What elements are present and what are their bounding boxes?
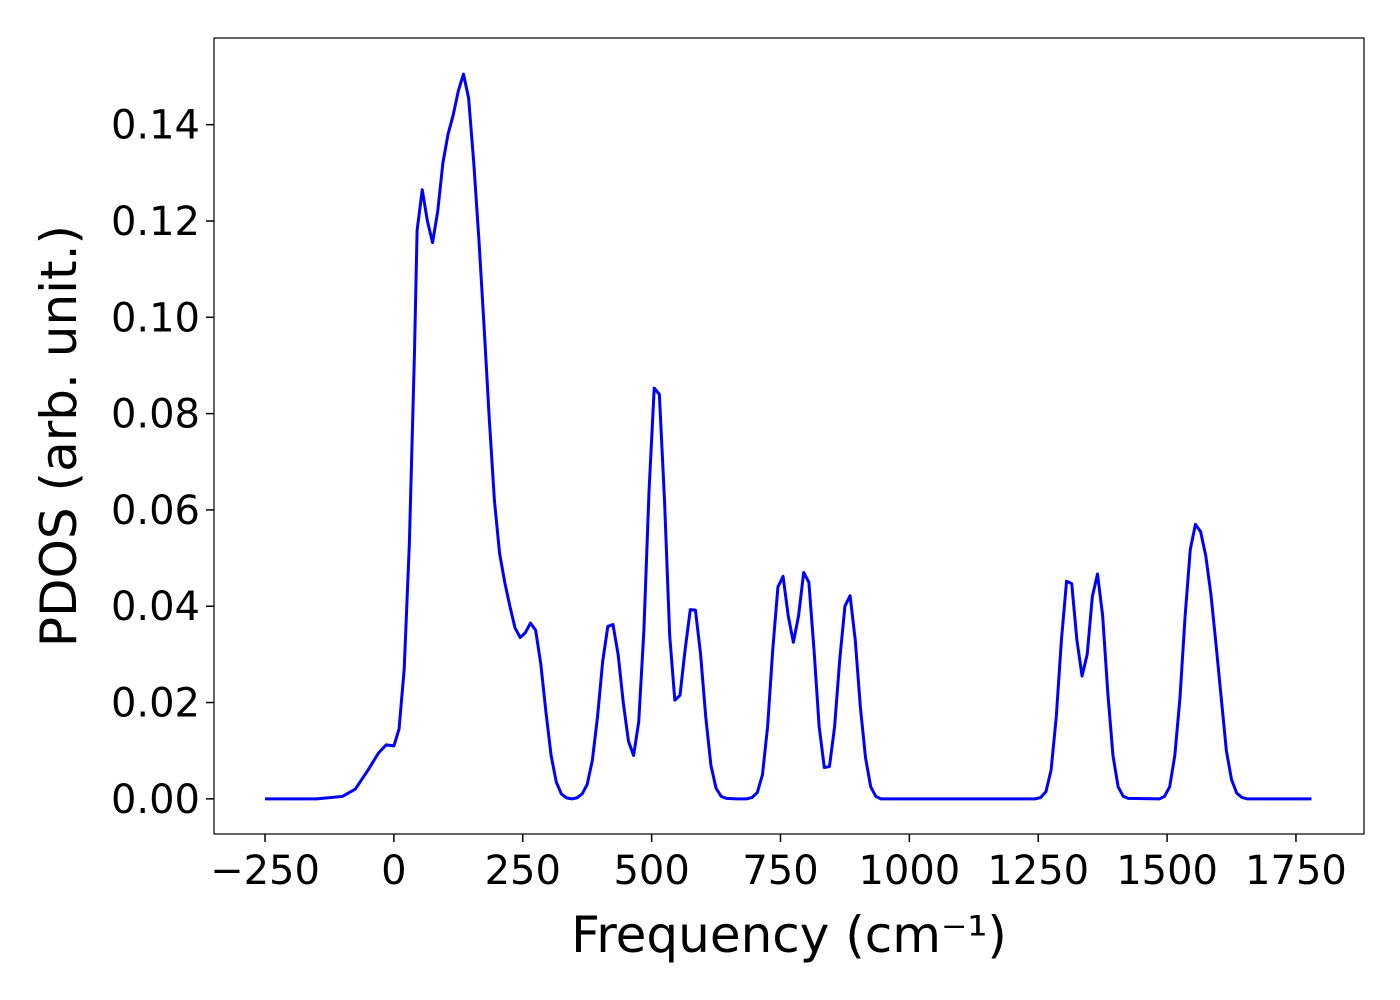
x-tick-label: 1750 (1245, 848, 1347, 894)
y-tick-label: 0.02 (111, 681, 200, 727)
y-tick-label: 0.04 (111, 584, 200, 630)
y-axis-label: PDOS (arb. unit.) (30, 225, 88, 647)
x-tick-label: 0 (381, 848, 406, 894)
y-tick-label: 0.12 (111, 199, 200, 245)
data-line (265, 72, 1312, 801)
plot-frame (213, 37, 1365, 835)
x-tick-label: 500 (613, 848, 689, 894)
x-tick-label: 1000 (858, 848, 960, 894)
y-tick-label: 0.08 (111, 392, 200, 438)
x-tick-label: 1250 (987, 848, 1089, 894)
x-tick-label: 250 (485, 848, 561, 894)
y-tick-label: 0.06 (111, 488, 200, 534)
x-tick-label: 750 (742, 848, 818, 894)
x-tick-label: −250 (210, 848, 320, 894)
y-tick-label: 0.00 (111, 777, 200, 823)
x-axis-label: Frequency (cm⁻¹) (571, 906, 1007, 964)
x-tick-label: 1500 (1116, 848, 1218, 894)
y-tick-label: 0.10 (111, 295, 200, 341)
y-tick-label: 0.14 (111, 103, 200, 149)
